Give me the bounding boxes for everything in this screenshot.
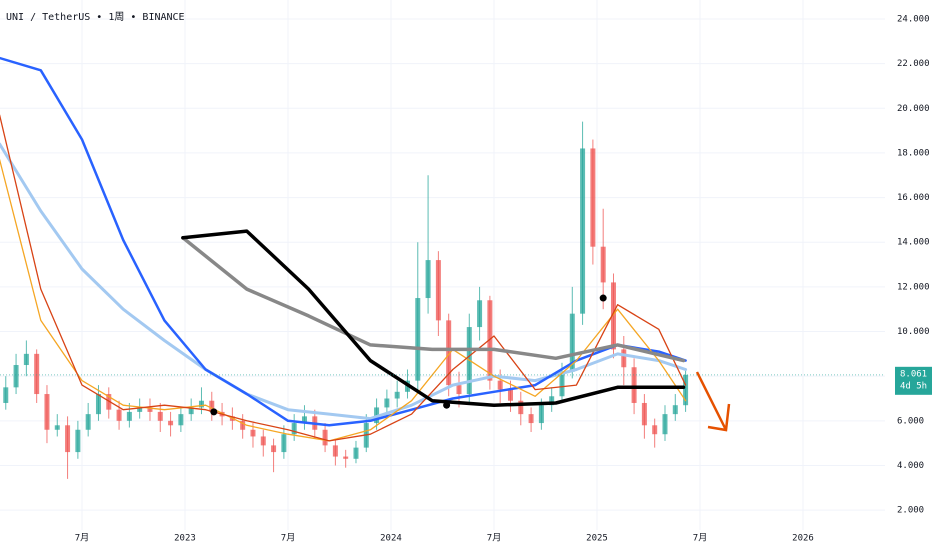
candle-body: [559, 371, 565, 397]
y-tick-label: 6.000: [897, 416, 924, 426]
candle-body: [600, 246, 606, 283]
y-tick-label: 14.000: [897, 238, 930, 248]
candle-body: [394, 391, 400, 399]
candle-body: [147, 407, 153, 412]
countdown-label: 4d 5h: [900, 381, 927, 391]
candle-body: [65, 425, 71, 453]
candle-body: [487, 300, 493, 381]
candle-body: [580, 148, 586, 314]
marker-dot: [210, 408, 218, 416]
ma-line: [181, 236, 686, 363]
candle-body: [291, 423, 297, 435]
x-tick-label: 7月: [487, 533, 501, 544]
candle-body: [662, 414, 668, 435]
candle-body: [538, 405, 544, 424]
candle-body: [75, 429, 81, 453]
candle-body: [322, 429, 328, 446]
candle-body: [250, 429, 256, 437]
candle-body: [188, 407, 194, 415]
ma-line: [0, 114, 687, 442]
last-price-box: [895, 366, 932, 395]
candle-body: [641, 402, 647, 426]
candle-body: [54, 425, 60, 430]
candle-body: [301, 416, 307, 424]
candle-body: [456, 385, 462, 395]
y-tick-label: 10.000: [897, 327, 930, 337]
candle-body: [446, 320, 452, 386]
candle-body: [260, 436, 266, 446]
candle-body: [178, 414, 184, 426]
candle-body: [590, 148, 596, 247]
candle-body: [137, 407, 143, 412]
y-tick-label: 16.000: [897, 193, 930, 203]
candle-body: [271, 445, 277, 453]
marker-dot: [599, 294, 607, 302]
arrow-drawing: [695, 371, 731, 432]
candle-body: [13, 365, 19, 388]
x-tick-label: 2025: [586, 534, 608, 544]
candle-body: [477, 300, 483, 328]
candle-body: [157, 411, 163, 421]
candle-body: [528, 414, 534, 424]
candle-body: [126, 411, 132, 421]
last-price-label: 8.061: [900, 369, 927, 379]
candle-body: [384, 398, 390, 408]
candle-body: [353, 447, 359, 459]
candle-body: [240, 420, 246, 430]
candle-body: [209, 400, 215, 412]
candle-body: [652, 425, 658, 435]
candle-body: [425, 260, 431, 299]
candle-body: [621, 349, 627, 368]
x-tick-label: 7月: [281, 533, 295, 544]
ma-line: [181, 229, 686, 407]
candle-body: [85, 414, 91, 430]
candle-body: [281, 434, 287, 453]
candle-body: [683, 374, 689, 406]
x-tick-label: 7月: [75, 533, 89, 544]
y-tick-label: 24.000: [897, 14, 930, 24]
candle-body: [343, 456, 349, 459]
candle-body: [116, 409, 122, 421]
candle-body: [518, 400, 524, 415]
candle-body: [415, 298, 421, 381]
candle-body: [198, 400, 204, 408]
grid: [0, 0, 885, 530]
x-tick-label: 2026: [792, 534, 814, 544]
candle-body: [168, 420, 174, 426]
y-tick-label: 18.000: [897, 148, 930, 158]
candle-body: [95, 394, 101, 415]
candle-body: [3, 387, 9, 403]
candle-body: [34, 353, 40, 395]
candle-body: [631, 367, 637, 403]
y-tick-label: 20.000: [897, 104, 930, 114]
candle-body: [610, 282, 616, 350]
ma-line: [0, 56, 687, 427]
candle-body: [44, 394, 50, 430]
candle-body: [549, 396, 555, 406]
marks: [0, 56, 885, 479]
marker-dot: [443, 401, 451, 409]
y-tick-label: 2.000: [897, 506, 924, 516]
chart-title: UNI / TetherUS • 1周 • BINANCE: [6, 11, 185, 23]
candle-body: [569, 313, 575, 372]
candle-body: [106, 394, 112, 410]
candle-body: [332, 445, 338, 457]
y-tick-label: 4.000: [897, 461, 924, 471]
candle-body: [672, 405, 678, 415]
ma-line: [0, 142, 688, 421]
x-tick-label: 2023: [174, 534, 196, 544]
x-tick-label: 7月: [693, 533, 707, 544]
candle-body: [507, 389, 513, 401]
candle-body: [497, 380, 503, 390]
candle-body: [23, 353, 29, 366]
y-tick-label: 22.000: [897, 59, 930, 69]
x-tick-label: 2024: [380, 534, 402, 544]
candle-body: [435, 260, 441, 321]
y-tick-label: 12.000: [897, 282, 930, 292]
